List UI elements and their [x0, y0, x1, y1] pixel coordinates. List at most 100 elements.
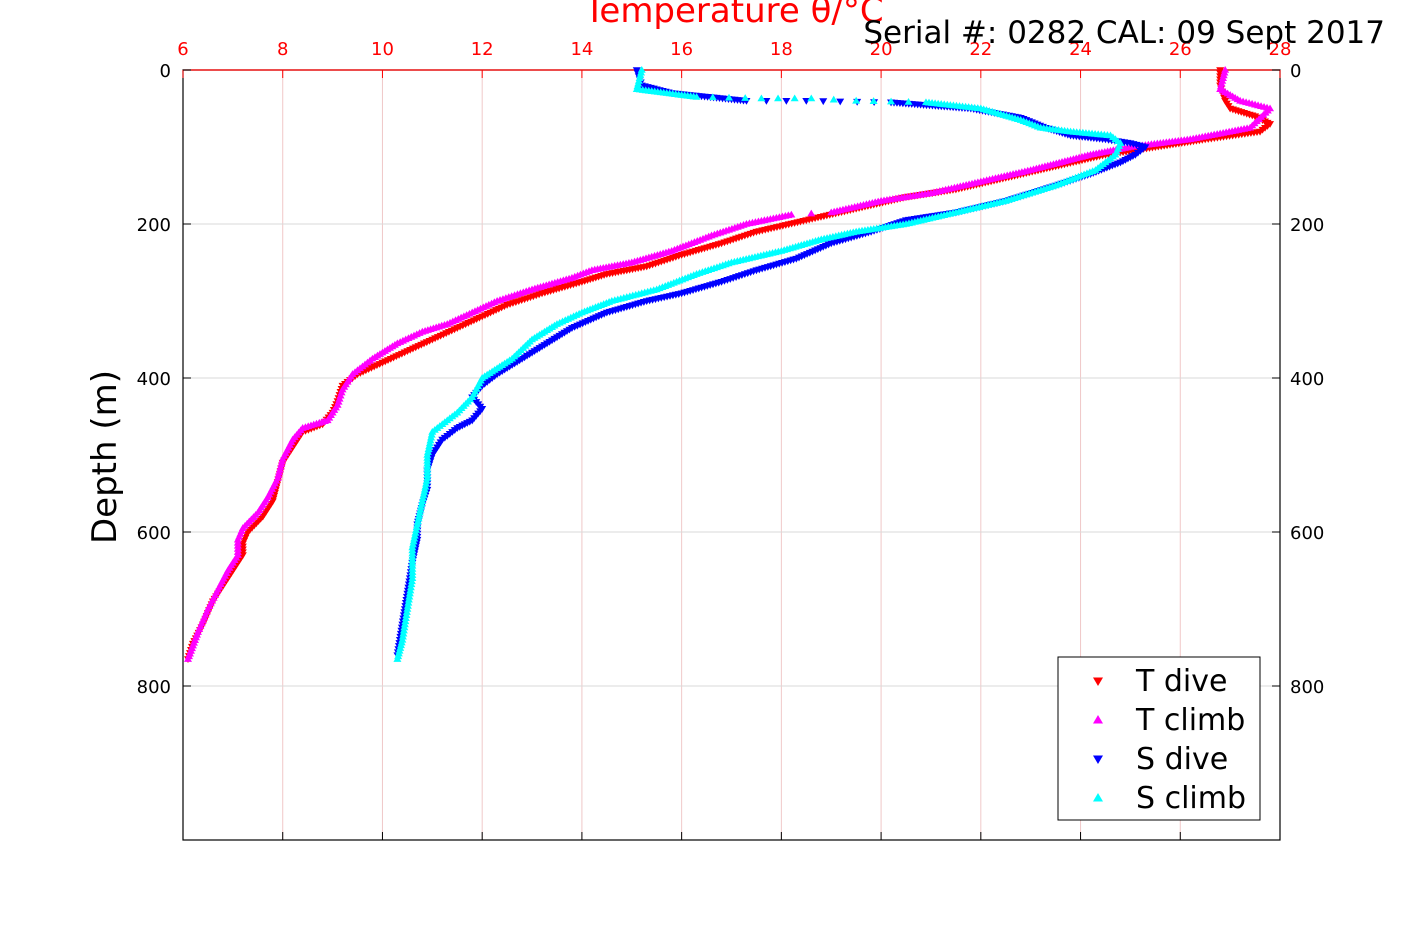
data-point: [790, 94, 799, 102]
data-point: [407, 580, 416, 588]
data-point: [410, 531, 419, 539]
x-tick-label: 16: [670, 39, 693, 60]
x-tick-label: 6: [177, 39, 188, 60]
data-point: [404, 595, 413, 603]
y-tick-label-right: 200: [1290, 215, 1324, 236]
data-point: [414, 514, 423, 522]
data-point: [409, 537, 418, 545]
legend-marker: [1093, 793, 1103, 802]
data-point: [418, 494, 427, 502]
data-point: [401, 614, 410, 622]
y-tick-label-right: 800: [1290, 677, 1324, 698]
data-point: [400, 620, 409, 628]
series-s-climb: [393, 66, 1125, 662]
data-point: [425, 442, 434, 450]
legend-label: S dive: [1136, 742, 1228, 777]
data-point: [402, 608, 411, 615]
data-point: [420, 488, 429, 496]
legend-label: T dive: [1135, 664, 1227, 699]
data-point: [412, 523, 421, 530]
data-point: [417, 502, 426, 510]
legend-marker: [1093, 755, 1103, 764]
y-tick-label: 800: [137, 677, 171, 698]
data-point: [406, 586, 415, 594]
legend-label: S climb: [1136, 781, 1246, 816]
data-point: [420, 485, 429, 493]
y-tick-label-right: 400: [1290, 369, 1324, 390]
x-tick-label: 18: [770, 39, 793, 60]
x-tick-label: 12: [471, 39, 494, 60]
y-axis-label: Depth (m): [85, 370, 125, 544]
data-point: [423, 448, 432, 455]
legend-items: T dive T climb S dive S climb: [1093, 664, 1246, 816]
x-tick-label: 8: [277, 39, 288, 60]
data-point: [398, 632, 407, 640]
data-point: [836, 98, 845, 106]
data-point: [393, 655, 402, 662]
data-point: [427, 433, 436, 441]
data-point: [887, 97, 896, 105]
data-point: [419, 491, 428, 499]
data-point: [741, 94, 750, 101]
data-points: [183, 66, 1275, 664]
data-point: [403, 601, 412, 609]
data-point: [427, 430, 436, 438]
x-tick-label: 28: [1269, 39, 1292, 60]
data-point: [852, 96, 861, 104]
data-point: [402, 611, 411, 618]
data-point: [399, 629, 408, 637]
data-point: [404, 598, 413, 606]
data-point: [183, 655, 192, 662]
legend-marker: [1093, 677, 1103, 686]
data-point: [425, 439, 434, 447]
data-point: [408, 540, 417, 548]
chart-title: Temperature θ/°C: [583, 0, 883, 31]
data-point: [819, 98, 828, 106]
data-point: [692, 92, 701, 100]
data-point: [410, 534, 419, 542]
data-point: [421, 482, 430, 490]
data-point: [904, 97, 913, 105]
x-tick-label: 20: [870, 39, 893, 60]
x-tick-label: 24: [1069, 39, 1092, 60]
data-point: [423, 474, 432, 481]
data-point: [422, 479, 431, 487]
data-point: [757, 94, 766, 102]
y-tick-label-right: 0: [1290, 61, 1301, 82]
data-point: [708, 93, 717, 101]
data-point: [412, 526, 421, 533]
data-point: [418, 497, 427, 504]
data-point: [411, 528, 420, 536]
legend-label: T climb: [1135, 703, 1245, 738]
data-point: [869, 97, 878, 104]
data-point: [774, 94, 783, 102]
data-point: [424, 445, 433, 453]
y-tick-label-right: 600: [1290, 523, 1324, 544]
x-tick-label: 22: [969, 39, 992, 60]
data-point: [829, 95, 838, 103]
data-point: [426, 436, 435, 444]
data-point: [406, 583, 415, 591]
legend-box: [1057, 656, 1261, 821]
y-tick-label: 600: [137, 523, 171, 544]
data-point: [415, 511, 424, 519]
data-point: [416, 505, 425, 513]
data-point: [405, 589, 414, 597]
data-point: [405, 592, 414, 600]
legend: T dive T climb S dive S climb: [1057, 656, 1261, 821]
data-point: [807, 209, 816, 217]
x-tick-label: 14: [570, 39, 593, 60]
data-point: [403, 605, 412, 612]
serial-annotation: Serial #: 0282 CAL: 09 Sept 2017: [863, 15, 1385, 51]
data-point: [407, 577, 416, 585]
x-tick-label: 26: [1169, 39, 1192, 60]
data-point: [415, 508, 424, 516]
data-point: [408, 574, 417, 581]
x-tick-label: 10: [371, 39, 394, 60]
data-point: [417, 500, 426, 507]
data-point: [428, 427, 437, 435]
y-tick-label: 0: [160, 61, 171, 82]
data-point: [782, 98, 791, 105]
